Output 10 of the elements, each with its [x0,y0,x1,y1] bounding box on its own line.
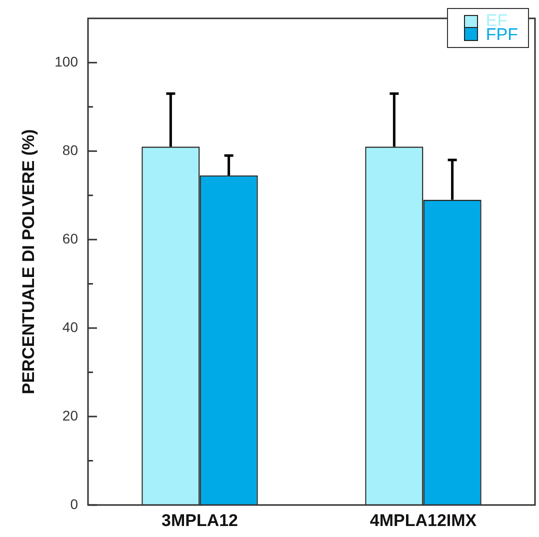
x-tick-label: 3MPLA12 [161,510,238,530]
y-tick-label: 20 [62,407,78,424]
y-tick-label: 100 [54,53,78,70]
legend-label: FPF [486,25,518,44]
x-tick-label: 4MPLA12IMX [370,510,478,530]
y-tick-label: 0 [70,496,78,512]
y-axis-title: PERCENTUALE DI POLVERE (%) [18,129,38,394]
y-tick-label: 60 [62,230,78,246]
y-tick-label: 80 [62,142,78,158]
y-tick-label: 40 [62,318,78,335]
